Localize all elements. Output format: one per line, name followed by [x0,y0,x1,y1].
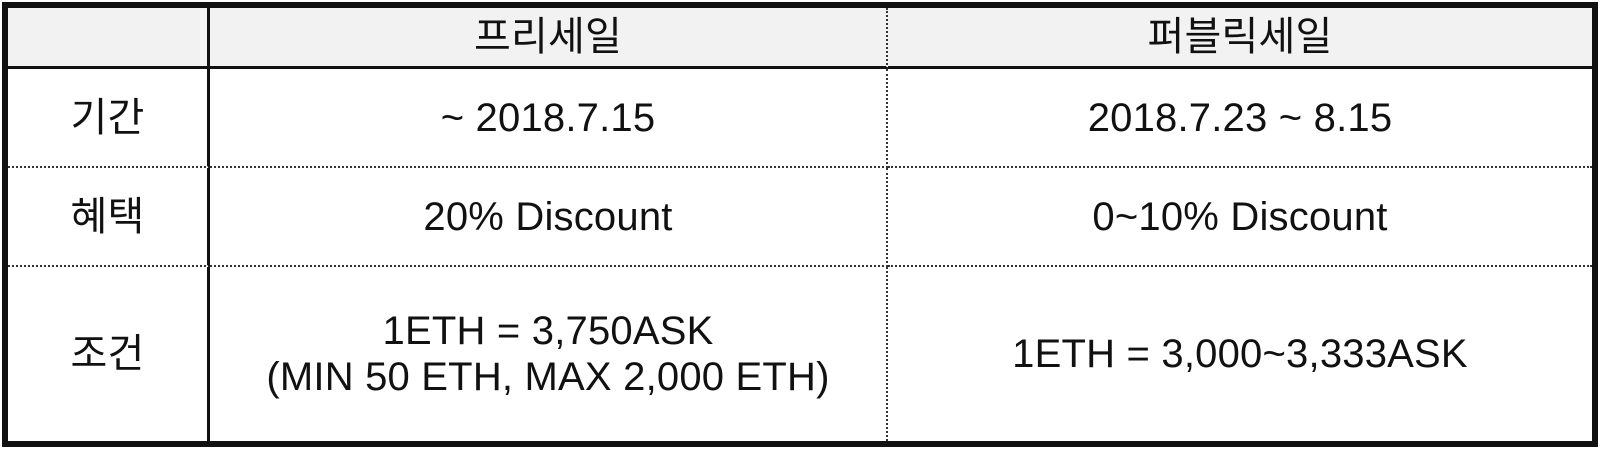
header-publicsale: 퍼블릭세일 [888,8,1592,69]
presale-period: ~ 2018.7.15 [210,69,888,168]
row-label-benefit: 혜택 [8,168,210,267]
row-label-condition: 조건 [8,267,210,441]
publicsale-period: 2018.7.23 ~ 8.15 [888,69,1592,168]
presale-condition-rate: 1ETH = 3,750ASK [382,309,714,353]
header-corner-cell [8,8,210,69]
publicsale-condition: 1ETH = 3,000~3,333ASK [1012,332,1468,376]
publicsale-benefit: 0~10% Discount [888,168,1592,267]
presale-condition: 1ETH = 3,750ASK (MIN 50 ETH, MAX 2,000 E… [210,267,888,441]
presale-condition-limits: (MIN 50 ETH, MAX 2,000 ETH) [266,355,830,399]
presale-benefit: 20% Discount [210,168,888,267]
header-presale: 프리세일 [210,8,888,69]
row-label-period: 기간 [8,69,210,168]
